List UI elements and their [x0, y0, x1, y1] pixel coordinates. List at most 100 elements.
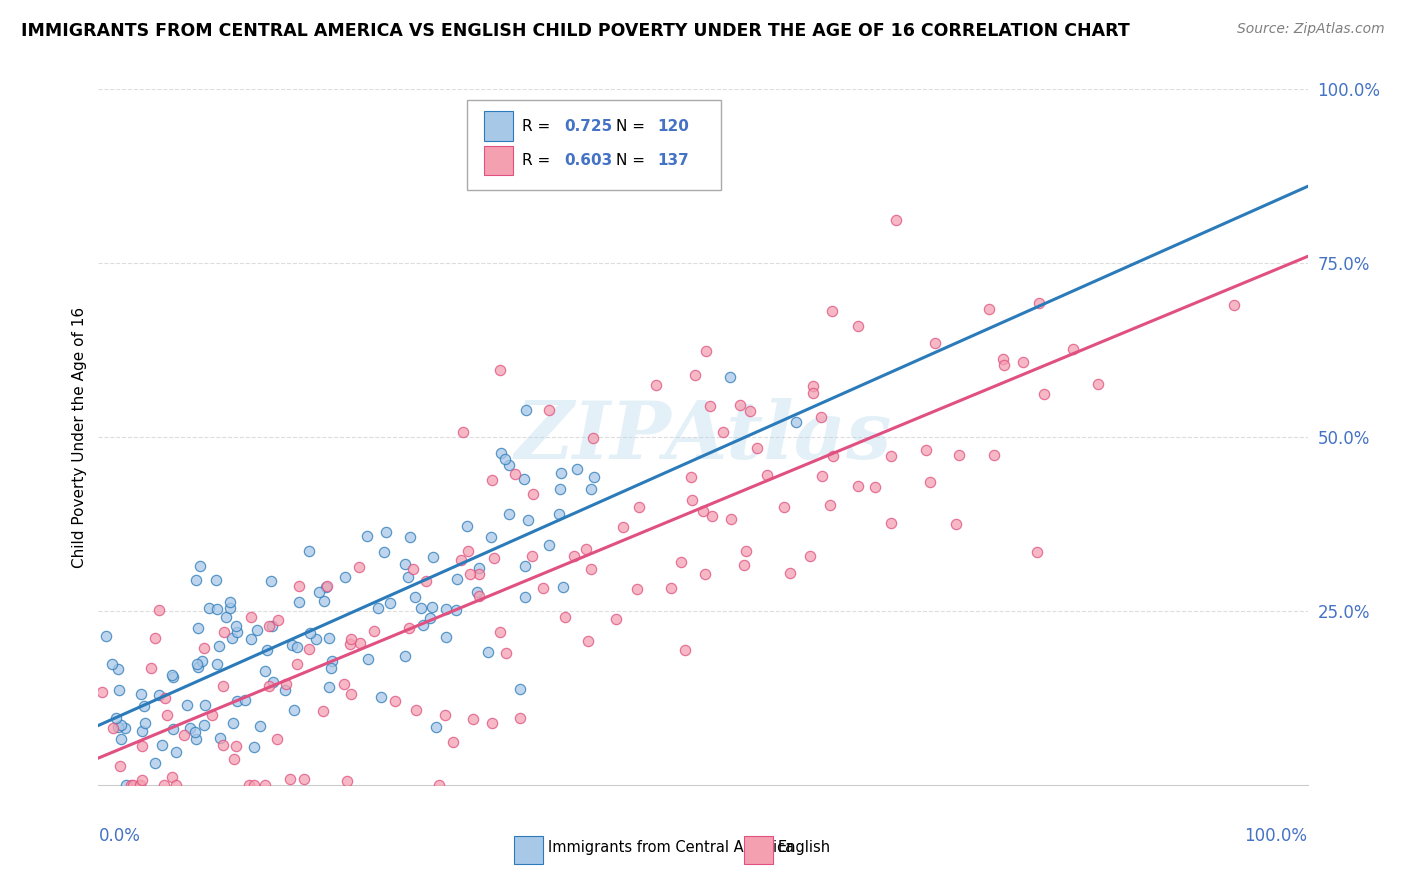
Point: [979, 302, 1001, 317]
Point: [257, 679, 280, 693]
Point: [394, 557, 416, 571]
Point: [212, 679, 235, 693]
Point: [274, 683, 297, 698]
Point: [513, 559, 536, 574]
Point: [143, 631, 166, 645]
Point: [319, 661, 342, 675]
Point: [239, 632, 262, 646]
Point: [434, 630, 457, 644]
Point: [695, 343, 717, 358]
Point: [422, 549, 444, 564]
Point: [503, 467, 526, 482]
Point: [221, 716, 243, 731]
FancyBboxPatch shape: [484, 112, 513, 141]
Point: [538, 538, 561, 552]
Point: [186, 731, 208, 746]
Text: 0.725: 0.725: [564, 119, 612, 134]
Point: [821, 304, 844, 318]
Point: [509, 681, 531, 696]
Point: [983, 448, 1005, 462]
Point: [538, 403, 561, 417]
Point: [554, 609, 576, 624]
Point: [160, 667, 183, 681]
Point: [734, 543, 756, 558]
Point: [194, 698, 217, 713]
Point: [139, 660, 162, 674]
Y-axis label: Child Poverty Under the Age of 16: Child Poverty Under the Age of 16: [72, 307, 87, 567]
Point: [498, 458, 520, 473]
Point: [336, 773, 359, 788]
Point: [711, 425, 734, 439]
Point: [363, 624, 385, 639]
Point: [281, 638, 304, 652]
Point: [522, 487, 544, 501]
Point: [198, 600, 221, 615]
Point: [285, 640, 308, 654]
Point: [515, 402, 537, 417]
Text: 0.603: 0.603: [564, 153, 612, 169]
Point: [305, 632, 328, 647]
Point: [453, 425, 475, 440]
Point: [312, 593, 335, 607]
Point: [294, 772, 316, 786]
Point: [513, 590, 536, 604]
Text: Immigrants from Central America: Immigrants from Central America: [548, 840, 794, 855]
Point: [565, 461, 588, 475]
Text: N =: N =: [616, 119, 650, 134]
Point: [101, 657, 124, 671]
Point: [468, 561, 491, 575]
Point: [482, 550, 505, 565]
Point: [738, 404, 761, 418]
Point: [339, 687, 361, 701]
Point: [212, 738, 235, 752]
Point: [267, 613, 290, 627]
Point: [257, 619, 280, 633]
Point: [575, 542, 598, 557]
Point: [733, 558, 755, 572]
Point: [233, 692, 256, 706]
Point: [880, 516, 903, 530]
Point: [176, 698, 198, 713]
Point: [772, 500, 794, 515]
Point: [108, 683, 131, 698]
Point: [745, 441, 768, 455]
Point: [276, 676, 298, 690]
Point: [184, 573, 207, 587]
Point: [846, 479, 869, 493]
Point: [165, 745, 187, 759]
Point: [659, 582, 682, 596]
Point: [221, 632, 243, 646]
Text: 0.0%: 0.0%: [98, 827, 141, 845]
Point: [405, 703, 427, 717]
Point: [103, 721, 125, 735]
Point: [681, 492, 703, 507]
Point: [108, 759, 131, 773]
Point: [993, 358, 1015, 372]
Point: [1028, 295, 1050, 310]
Point: [468, 567, 491, 582]
Point: [246, 623, 269, 637]
FancyBboxPatch shape: [515, 836, 543, 863]
Point: [402, 562, 425, 576]
Point: [384, 694, 406, 708]
Point: [254, 778, 277, 792]
Point: [91, 684, 114, 698]
Point: [396, 569, 419, 583]
Point: [188, 558, 211, 573]
Point: [298, 543, 321, 558]
Point: [186, 657, 208, 672]
Point: [425, 720, 447, 734]
Point: [481, 715, 503, 730]
Point: [434, 707, 457, 722]
Point: [628, 500, 651, 514]
Point: [260, 574, 283, 588]
Point: [266, 731, 288, 746]
Point: [205, 657, 228, 671]
Point: [315, 580, 337, 594]
Point: [187, 621, 209, 635]
Point: [579, 482, 602, 496]
Point: [162, 670, 184, 684]
Point: [105, 711, 128, 725]
FancyBboxPatch shape: [744, 836, 773, 863]
Point: [520, 549, 543, 563]
